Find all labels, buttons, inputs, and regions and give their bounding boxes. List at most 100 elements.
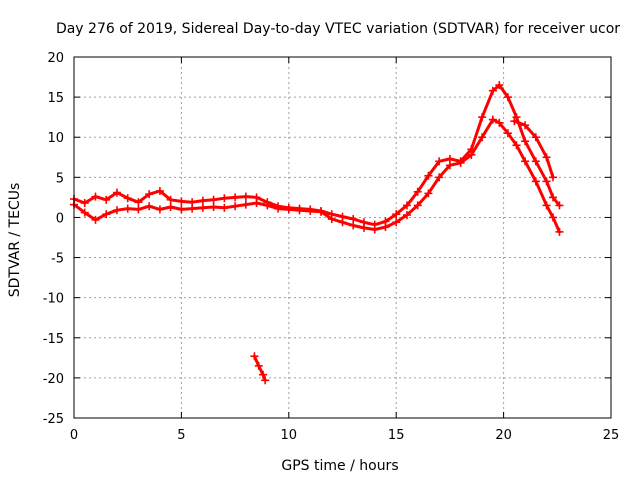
data-point bbox=[338, 218, 347, 227]
x-tick-label: 15 bbox=[388, 428, 405, 443]
y-tick-label: 15 bbox=[47, 91, 64, 106]
data-point bbox=[123, 194, 132, 203]
x-tick-label: 20 bbox=[495, 428, 512, 443]
data-point bbox=[555, 227, 564, 236]
data-point bbox=[549, 193, 558, 202]
data-point bbox=[250, 352, 259, 361]
data-point bbox=[209, 195, 218, 204]
y-tick-label: -20 bbox=[43, 372, 64, 387]
x-tick-label: 0 bbox=[70, 428, 78, 443]
data-point bbox=[488, 86, 497, 95]
data-point bbox=[327, 215, 336, 224]
data-point bbox=[521, 121, 530, 130]
data-point bbox=[231, 202, 240, 211]
data-point bbox=[220, 194, 229, 203]
data-point bbox=[231, 193, 240, 202]
grid bbox=[74, 57, 611, 418]
data-point bbox=[402, 211, 411, 220]
data-point bbox=[503, 129, 512, 138]
data-point bbox=[241, 192, 250, 201]
y-tick-label: 10 bbox=[47, 131, 64, 146]
data-point bbox=[413, 201, 422, 210]
data-point bbox=[531, 133, 540, 142]
plot-frame bbox=[73, 56, 612, 419]
data-point bbox=[467, 150, 476, 159]
axis-ticks bbox=[73, 56, 612, 419]
data-point bbox=[306, 207, 315, 216]
data-point bbox=[392, 218, 401, 227]
data-point bbox=[359, 223, 368, 232]
data-point bbox=[188, 204, 197, 213]
x-tick-label: 10 bbox=[281, 428, 298, 443]
data-point bbox=[263, 201, 272, 210]
y-tick-label: -5 bbox=[51, 252, 64, 267]
series-main-band-lower bbox=[70, 115, 564, 236]
data-point bbox=[435, 173, 444, 182]
data-point bbox=[145, 202, 154, 211]
y-tick-label: 0 bbox=[56, 211, 64, 226]
data-point bbox=[531, 157, 540, 166]
data-point bbox=[102, 195, 111, 204]
data-point bbox=[91, 215, 100, 224]
data-layer bbox=[70, 81, 564, 385]
data-point bbox=[284, 205, 293, 214]
y-axis-label: SDTVAR / TECUs bbox=[7, 183, 23, 298]
data-point bbox=[521, 157, 530, 166]
data-point bbox=[424, 171, 433, 180]
data-point bbox=[512, 141, 521, 150]
data-point bbox=[166, 195, 175, 204]
data-point bbox=[424, 189, 433, 198]
data-point bbox=[392, 210, 401, 219]
data-point bbox=[254, 361, 263, 370]
data-point bbox=[80, 199, 89, 208]
data-point bbox=[155, 186, 164, 195]
data-point bbox=[542, 153, 551, 162]
data-point bbox=[456, 158, 465, 167]
data-point bbox=[478, 133, 487, 142]
y-tick-label: -25 bbox=[43, 412, 64, 427]
series-outlier-cluster bbox=[250, 352, 270, 385]
series-line bbox=[72, 83, 561, 227]
data-point bbox=[241, 200, 250, 209]
data-point bbox=[112, 188, 121, 197]
data-point bbox=[177, 197, 186, 206]
data-point bbox=[542, 201, 551, 210]
data-point bbox=[155, 205, 164, 214]
data-point bbox=[112, 206, 121, 215]
data-point bbox=[209, 203, 218, 212]
data-point bbox=[80, 208, 89, 217]
data-point bbox=[381, 223, 390, 232]
data-point bbox=[495, 118, 504, 127]
series-secondary-branch bbox=[510, 117, 558, 182]
x-tick-label: 5 bbox=[177, 428, 185, 443]
x-tick-label: 25 bbox=[603, 428, 620, 443]
data-point bbox=[349, 221, 358, 230]
data-point bbox=[542, 177, 551, 186]
data-point bbox=[198, 203, 207, 212]
x-tick-labels: 0 5 10 15 20 25 bbox=[70, 428, 619, 443]
data-point bbox=[510, 117, 519, 126]
data-point bbox=[166, 203, 175, 212]
data-point bbox=[521, 137, 530, 146]
data-point bbox=[488, 115, 497, 124]
data-point bbox=[102, 210, 111, 219]
data-point bbox=[478, 113, 487, 122]
data-point bbox=[134, 198, 143, 207]
data-point bbox=[495, 81, 504, 90]
y-tick-labels: -25 -20 -15 -10 -5 0 5 10 15 20 bbox=[43, 51, 64, 427]
y-tick-label: -10 bbox=[43, 292, 64, 307]
series-line bbox=[252, 354, 267, 382]
y-tick-label: 5 bbox=[56, 171, 64, 186]
data-point bbox=[274, 204, 283, 213]
data-point bbox=[413, 187, 422, 196]
data-point bbox=[549, 213, 558, 222]
data-point bbox=[549, 173, 558, 182]
series-line bbox=[72, 118, 561, 234]
data-point bbox=[317, 207, 326, 216]
data-point bbox=[220, 203, 229, 212]
data-point bbox=[259, 370, 268, 379]
data-point bbox=[445, 161, 454, 170]
data-point bbox=[402, 201, 411, 210]
data-point bbox=[370, 225, 379, 234]
data-point bbox=[91, 192, 100, 201]
